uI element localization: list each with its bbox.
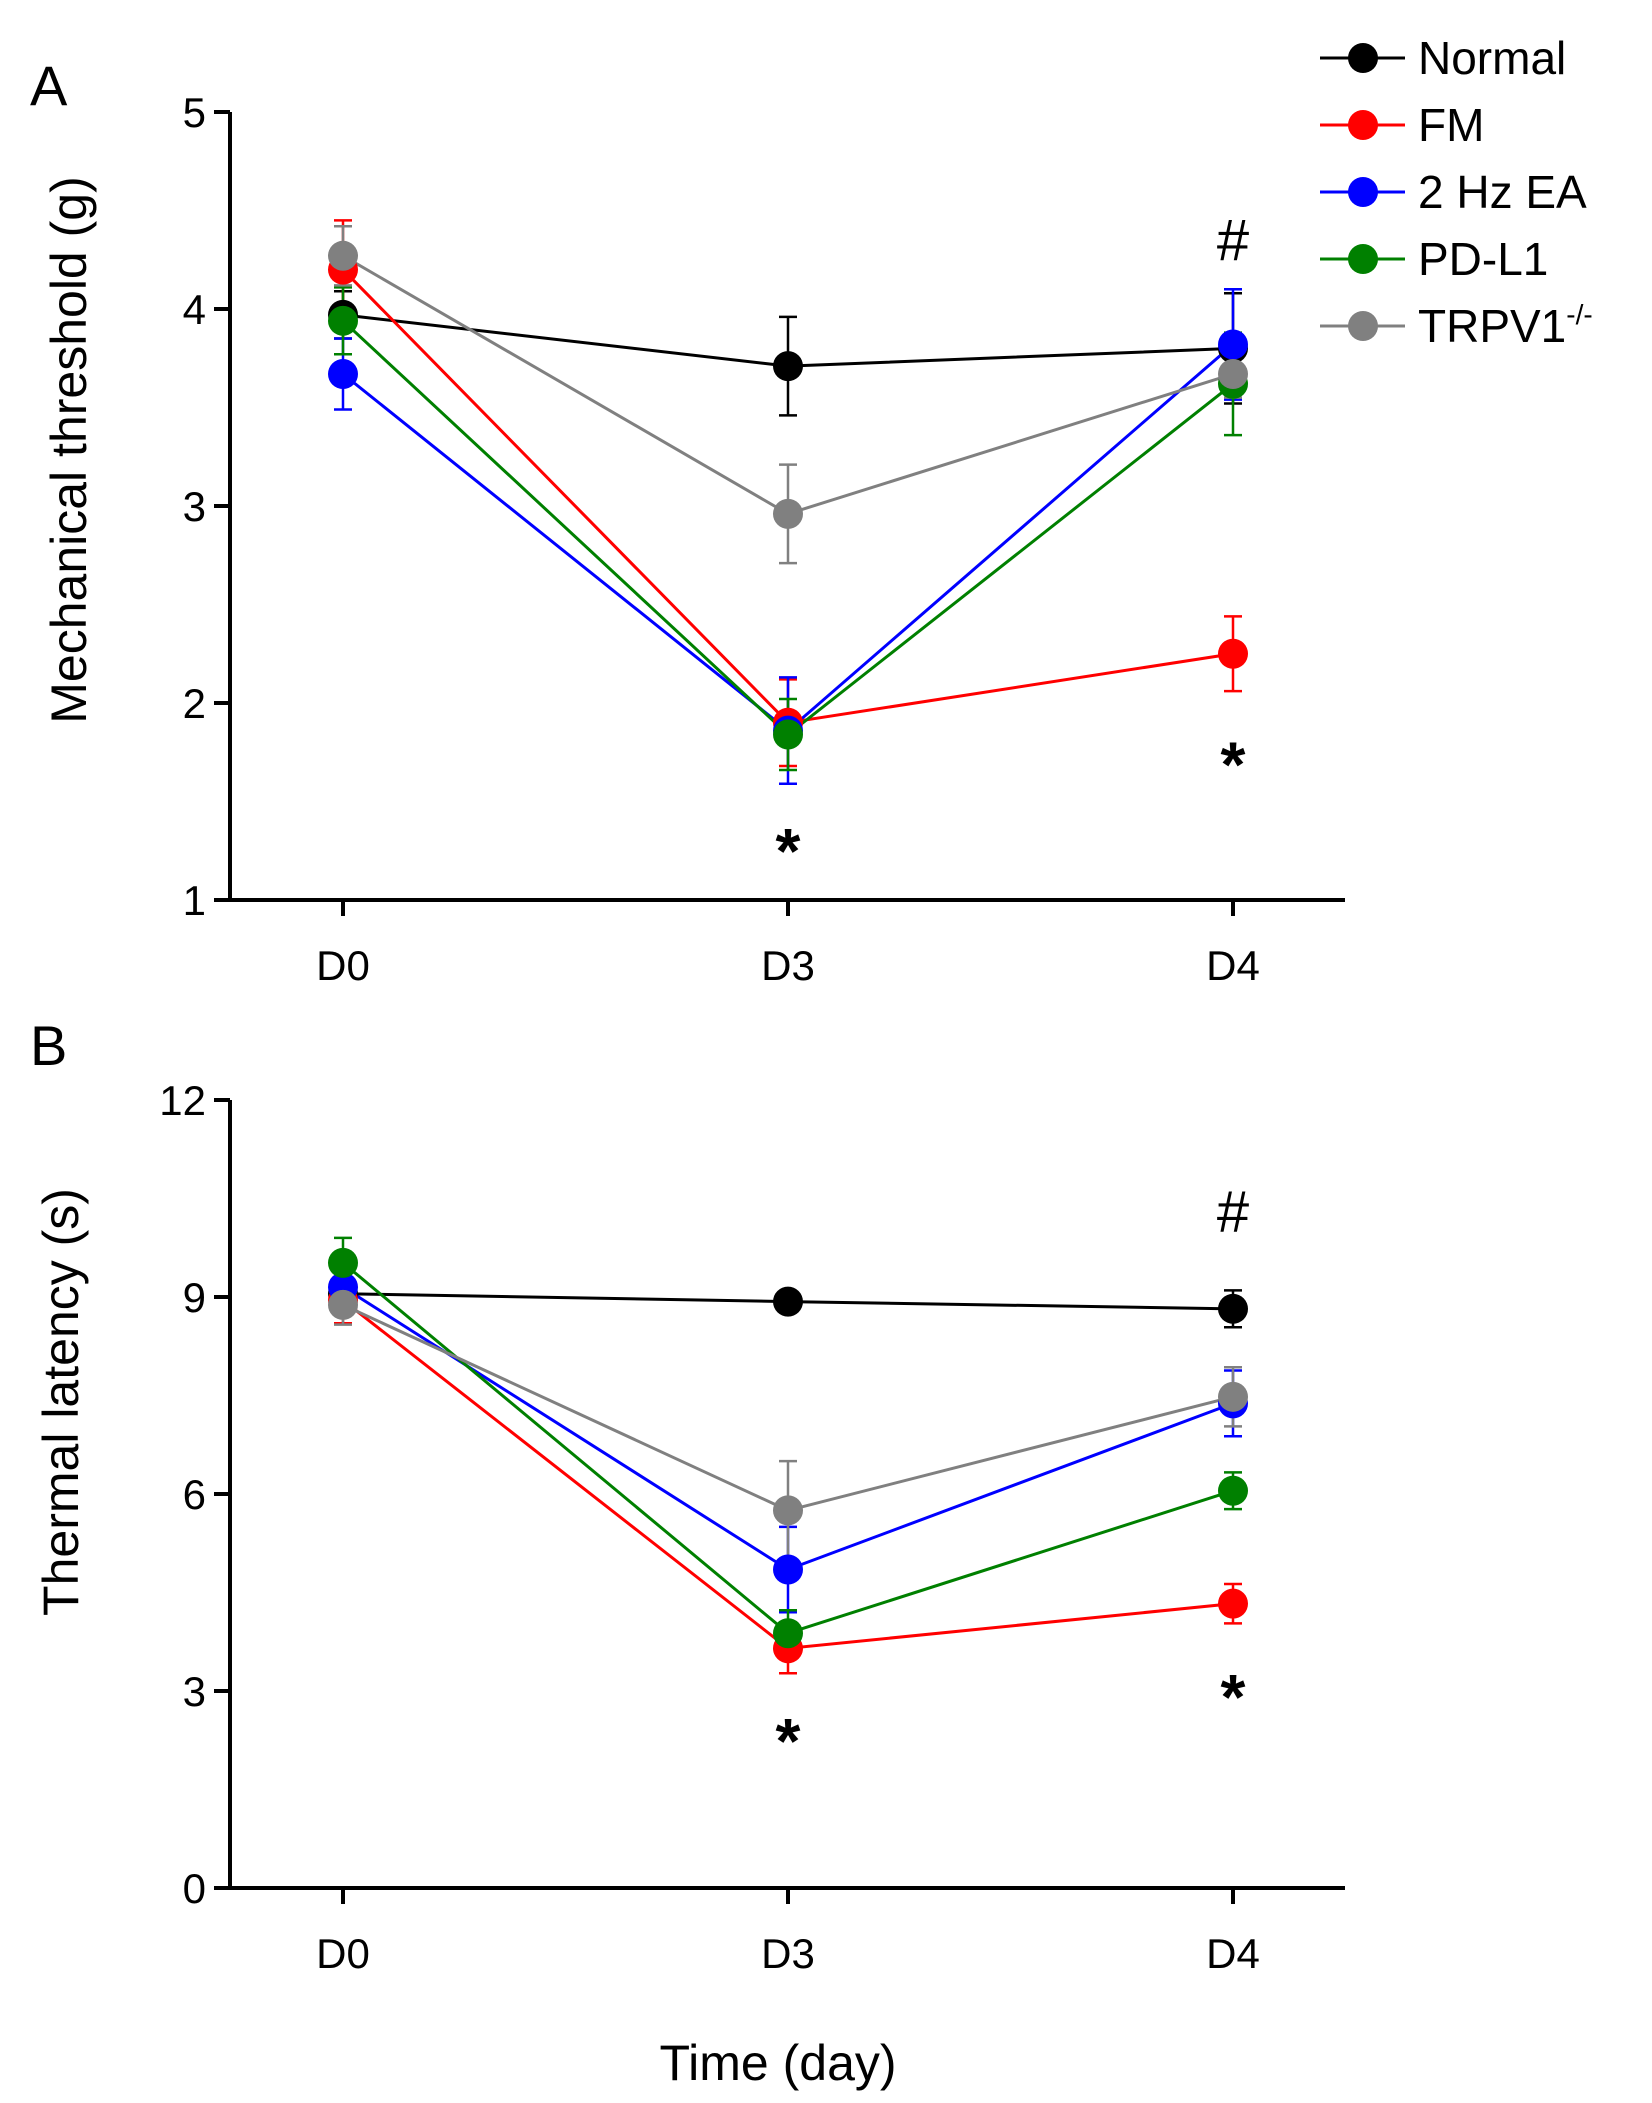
panel-a-ylabel: Mechanical threshold (g) — [41, 176, 97, 724]
panel-a-x-tick-label: D3 — [761, 942, 815, 989]
panel-b-point-pd-l1 — [773, 1618, 803, 1649]
legend-label-superscript: -/- — [1566, 299, 1592, 330]
panel-b-annotation-star: * — [776, 1705, 801, 1777]
panel-a-y-tick-label: 5 — [183, 89, 206, 136]
panel-a-point-2-hz-ea — [1218, 329, 1248, 360]
panel-a-y-tick-label: 2 — [183, 680, 206, 727]
panel-a-annotations: * * # — [776, 208, 1250, 887]
panel-b-x-tick-label: D4 — [1206, 1930, 1260, 1977]
panel-a-point-fm — [1218, 638, 1248, 669]
panel-b-letter: B — [30, 1014, 67, 1077]
panel-a-point-trpv1 — [773, 498, 803, 529]
legend-label: TRPV1-/- — [1418, 299, 1593, 352]
panel-b-point-normal — [773, 1286, 803, 1317]
panel-b-y-tick-label: 3 — [183, 1668, 206, 1715]
legend-item-trpv1: TRPV1-/- — [1320, 299, 1593, 352]
legend-label: 2 Hz EA — [1418, 166, 1587, 218]
panel-b-ylabel: Thermal latency (s) — [33, 1188, 89, 1616]
legend-marker — [1348, 110, 1378, 140]
panel-b-annotation-hash: # — [1217, 1180, 1249, 1245]
panel-a-y-tick-label: 1 — [183, 877, 206, 924]
legend-label-main: FM — [1418, 99, 1484, 151]
legend-item-2-hz-ea: 2 Hz EA — [1320, 166, 1587, 218]
legend-item-fm: FM — [1320, 99, 1484, 151]
panel-b-point-pd-l1 — [328, 1247, 358, 1278]
panel-b-y-tick-label: 9 — [183, 1274, 206, 1321]
legend: Normal FM 2 Hz EA PD-L1 TRPV1-/- — [1320, 32, 1593, 352]
legend-marker — [1348, 244, 1378, 274]
panel-b-x-tick-label: D0 — [316, 1930, 370, 1977]
panel-a-annotation-star: * — [1221, 728, 1246, 800]
panel-a-point-pd-l1 — [773, 719, 803, 750]
panel-a-y-tick-label: 4 — [183, 286, 206, 333]
legend-marker — [1348, 311, 1378, 341]
panel-b-annotation-star: * — [1221, 1661, 1246, 1733]
panel-a-point-2-hz-ea — [328, 359, 358, 390]
panel-a-point-trpv1 — [1218, 359, 1248, 390]
legend-label: Normal — [1418, 32, 1566, 84]
panel-a-point-trpv1 — [328, 240, 358, 271]
legend-label-main: 2 Hz EA — [1418, 166, 1587, 218]
panel-b-point-trpv1 — [773, 1495, 803, 1526]
panel-b-point-2-hz-ea — [773, 1554, 803, 1585]
panel-a: A Mechanical threshold (g) 1 2 3 4 5 D0 D3 D4 *… — [30, 54, 1345, 989]
x-axis-title: Time (day) — [659, 2035, 896, 2091]
legend-marker — [1348, 43, 1378, 73]
panel-b-series — [328, 1236, 1248, 1675]
panel-a-annotation-star: * — [776, 815, 801, 887]
panel-b-point-fm — [1218, 1588, 1248, 1619]
panel-b-axes: 0 3 6 9 12 D0 D3 D4 — [159, 1077, 1345, 1977]
legend-label-main: TRPV1 — [1418, 300, 1566, 352]
panel-b-point-trpv1 — [328, 1289, 358, 1320]
legend-label: PD-L1 — [1418, 233, 1548, 285]
panel-b-point-normal — [1218, 1293, 1248, 1324]
panel-b: B Thermal latency (s) 0 3 6 9 12 D0 D3 D4 * * # — [30, 1014, 1345, 1977]
legend-item-normal: Normal — [1320, 32, 1566, 84]
legend-label-main: PD-L1 — [1418, 233, 1548, 285]
panel-b-y-tick-label: 0 — [183, 1865, 206, 1912]
panel-b-y-tick-label: 6 — [183, 1471, 206, 1518]
panel-a-y-tick-label: 3 — [183, 483, 206, 530]
panel-b-annotations: * * # — [776, 1180, 1250, 1777]
panel-a-annotation-hash: # — [1217, 208, 1249, 273]
panel-b-point-pd-l1 — [1218, 1475, 1248, 1506]
panel-b-point-trpv1 — [1218, 1381, 1248, 1412]
panel-a-series — [328, 219, 1248, 786]
legend-marker — [1348, 177, 1378, 207]
panel-a-point-pd-l1 — [328, 305, 358, 336]
panel-b-x-tick-label: D3 — [761, 1930, 815, 1977]
panel-a-axes: 1 2 3 4 5 D0 D3 D4 — [183, 89, 1345, 989]
panel-a-letter: A — [30, 54, 68, 117]
legend-label-main: Normal — [1418, 32, 1566, 84]
legend-label: FM — [1418, 99, 1484, 151]
panel-b-y-tick-label: 12 — [159, 1077, 206, 1124]
panel-a-x-tick-label: D0 — [316, 942, 370, 989]
panel-a-x-tick-label: D4 — [1206, 942, 1260, 989]
panel-a-point-normal — [773, 351, 803, 382]
legend-item-pd-l1: PD-L1 — [1320, 233, 1548, 285]
